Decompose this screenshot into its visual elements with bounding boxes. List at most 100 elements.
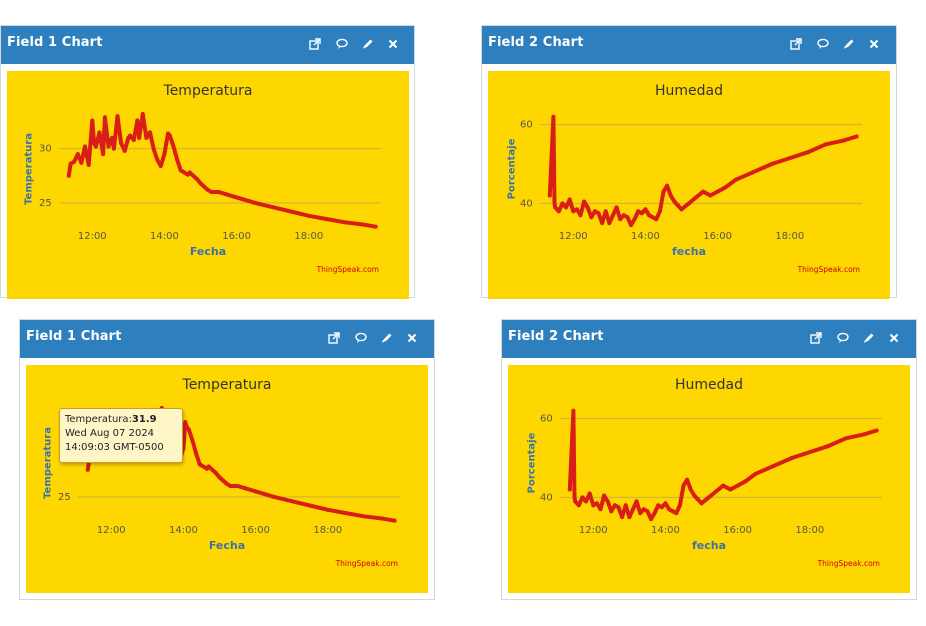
data-point <box>210 467 215 472</box>
data-point <box>72 159 77 164</box>
tooltip-label: Temperatura: <box>65 414 132 425</box>
chart-title: Temperatura <box>163 83 253 99</box>
y-tick-label: 60 <box>540 414 553 425</box>
close-icon[interactable] <box>402 328 422 348</box>
data-point <box>137 135 142 140</box>
data-point <box>634 499 639 504</box>
data-point <box>217 475 222 480</box>
x-tick-label: 16:00 <box>241 525 270 536</box>
y-tick-label: 25 <box>39 198 52 209</box>
comment-icon[interactable] <box>813 34 833 54</box>
y-tick-label: 40 <box>520 198 533 209</box>
data-point <box>83 144 88 149</box>
thingspeak-credit-link[interactable]: ThingSpeak.com <box>316 265 379 274</box>
data-point <box>874 428 879 433</box>
data-point <box>75 152 80 157</box>
close-icon[interactable] <box>383 34 403 54</box>
data-point <box>585 205 590 210</box>
data-point <box>182 170 187 175</box>
data-point <box>194 451 199 456</box>
data-point <box>721 483 726 488</box>
widget-title: Field 2 Chart <box>488 35 584 50</box>
data-point <box>668 193 673 198</box>
data-point <box>598 507 603 512</box>
data-point <box>861 432 866 437</box>
widget-header: Field 1 Chart <box>20 320 434 358</box>
data-point <box>186 427 191 432</box>
data-point <box>92 141 97 146</box>
data-point <box>151 146 156 151</box>
chart-plot-area: 25 12:00 14:00 16:00 18:00 Temperatura Fecha Te… <box>26 365 428 593</box>
data-point <box>564 205 569 210</box>
data-point <box>131 138 136 142</box>
chart-title: Humedad <box>654 83 723 99</box>
data-point <box>596 211 601 216</box>
data-point <box>636 209 641 214</box>
data-point <box>228 484 233 488</box>
data-point <box>771 463 776 468</box>
open-external-icon[interactable] <box>786 34 806 54</box>
data-point <box>751 169 756 174</box>
data-point <box>144 135 149 140</box>
thingspeak-credit-link[interactable]: ThingSpeak.com <box>797 265 860 274</box>
tooltip-date: Wed Aug 07 2024 <box>65 428 155 439</box>
data-point <box>742 479 747 484</box>
data-point <box>663 501 668 506</box>
widget-title: Field 1 Chart <box>26 329 122 344</box>
data-point <box>627 515 632 520</box>
data-point <box>629 223 634 228</box>
open-external-icon[interactable] <box>324 328 344 348</box>
data-point <box>307 503 312 508</box>
y-axis-title: Porcentaje <box>506 138 518 200</box>
data-point <box>110 135 115 140</box>
comment-icon[interactable] <box>833 328 853 348</box>
chart-plot-area: 40 60 12:00 14:00 16:00 18:00 Humedad fecha Porc… <box>488 71 890 299</box>
data-point <box>805 150 810 155</box>
line-chart: 25 30 12:00 14:00 16:00 18:00 <box>39 112 381 242</box>
data-point <box>86 162 91 167</box>
comment-icon[interactable] <box>351 328 371 348</box>
data-series-line <box>567 408 879 522</box>
data-point <box>582 199 587 204</box>
data-point <box>675 203 680 208</box>
data-point <box>128 133 133 138</box>
edit-pencil-icon[interactable] <box>358 34 378 54</box>
data-point <box>621 213 626 218</box>
x-tick-label: 18:00 <box>795 525 824 536</box>
data-point <box>342 220 347 225</box>
thingspeak-credit-link[interactable]: ThingSpeak.com <box>335 559 398 568</box>
data-point <box>223 192 228 197</box>
thingspeak-credit-link[interactable]: ThingSpeak.com <box>817 559 880 568</box>
data-point <box>753 471 758 476</box>
x-tick-label: 14:00 <box>169 525 198 536</box>
data-point <box>567 197 572 202</box>
data-point <box>253 489 258 494</box>
data-point <box>167 133 172 138</box>
data-point <box>630 507 635 512</box>
close-icon[interactable] <box>864 34 884 54</box>
edit-pencil-icon[interactable] <box>377 328 397 348</box>
data-point <box>572 495 577 500</box>
data-point <box>567 487 572 492</box>
x-axis-title: Fecha <box>189 245 227 258</box>
data-point <box>674 511 679 516</box>
edit-pencil-icon[interactable] <box>859 328 879 348</box>
data-point <box>122 148 127 153</box>
open-external-icon[interactable] <box>806 328 826 348</box>
data-point <box>66 173 71 178</box>
data-point <box>605 499 610 504</box>
data-point <box>288 209 293 214</box>
comment-icon[interactable] <box>332 34 352 54</box>
data-point <box>191 173 196 178</box>
data-point <box>854 134 859 139</box>
close-icon[interactable] <box>884 328 904 348</box>
open-external-icon[interactable] <box>305 34 325 54</box>
x-tick-label: 14:00 <box>150 231 179 242</box>
y-axis-title: Porcentaje <box>526 432 538 494</box>
edit-pencil-icon[interactable] <box>839 34 859 54</box>
data-point <box>252 200 257 205</box>
data-point <box>701 189 706 194</box>
data-point <box>202 184 207 189</box>
data-point <box>158 164 163 168</box>
data-point <box>841 138 846 143</box>
